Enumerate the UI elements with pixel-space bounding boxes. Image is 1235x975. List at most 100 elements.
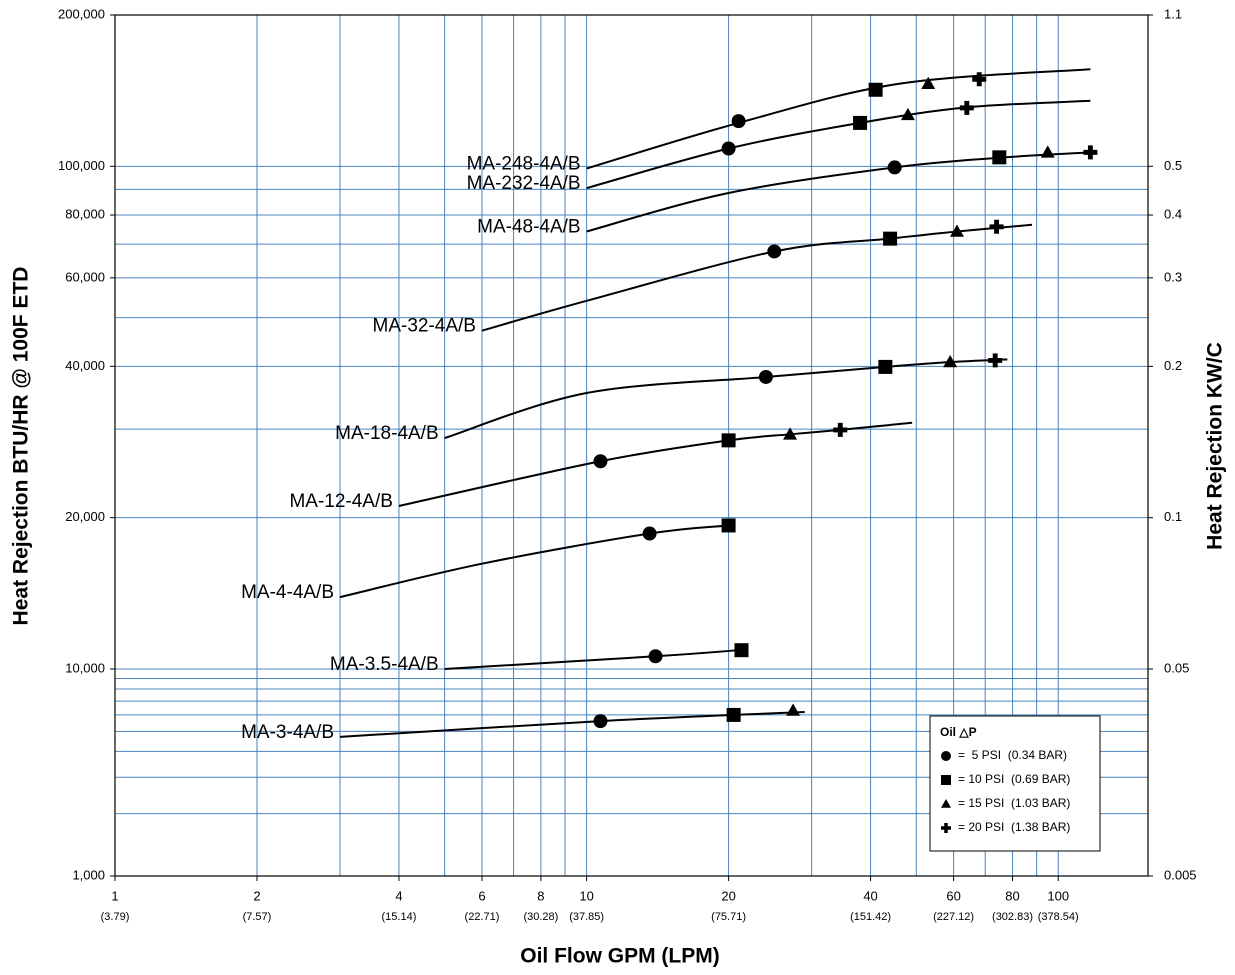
curve-label: MA-232-4A/B <box>467 173 581 194</box>
curve <box>586 151 1091 233</box>
marker-square <box>941 775 951 785</box>
marker-circle <box>593 454 608 469</box>
legend-label: = 10 PSI (0.69 BAR) <box>958 772 1070 786</box>
marker-triangle <box>1040 145 1055 158</box>
x-tick-lpm: (302.83) <box>992 911 1033 923</box>
y-tick-label: 10,000 <box>65 660 105 675</box>
curve-label: MA-4-4A/B <box>241 582 334 603</box>
y-tick-label: 200,000 <box>58 6 105 21</box>
marker-circle <box>887 160 902 175</box>
x-tick-lpm: (3.79) <box>101 911 130 923</box>
x-tick-label: 80 <box>1005 888 1019 903</box>
marker-plus <box>988 353 1003 368</box>
x-tick-lpm: (7.57) <box>243 911 272 923</box>
marker-plus <box>941 823 951 833</box>
y2-tick-label: 0.5 <box>1164 158 1182 173</box>
x-axis-title: Oil Flow GPM (LPM) <box>520 945 719 968</box>
x-tick-label: 20 <box>721 888 735 903</box>
marker-square <box>721 433 736 448</box>
marker-square <box>883 231 898 246</box>
marker-triangle <box>943 355 958 368</box>
marker-circle <box>767 244 782 259</box>
marker-circle <box>642 526 657 541</box>
y2-axis-title: Heat Rejection KW/C <box>1204 342 1227 550</box>
y2-tick-label: 0.05 <box>1164 660 1189 675</box>
x-tick-label: 4 <box>395 888 402 903</box>
x-tick-lpm: (37.85) <box>569 911 604 923</box>
marker-triangle <box>900 107 915 121</box>
y-tick-label: 40,000 <box>65 358 105 373</box>
x-tick-lpm: (151.42) <box>850 911 891 923</box>
x-tick-label: 1 <box>111 888 118 903</box>
y-tick-label: 100,000 <box>58 158 105 173</box>
curve <box>339 524 729 599</box>
marker-triangle <box>941 799 951 808</box>
curve <box>586 68 1091 170</box>
marker-plus <box>972 72 987 87</box>
curve-label: MA-3-4A/B <box>241 722 334 743</box>
y-tick-label: 80,000 <box>65 206 105 221</box>
x-tick-lpm: (75.71) <box>711 911 746 923</box>
curve-label: MA-18-4A/B <box>335 423 438 444</box>
marker-triangle <box>949 224 964 237</box>
y2-tick-label: 0.1 <box>1164 509 1182 524</box>
marker-circle <box>941 751 951 761</box>
legend-label: = 15 PSI (1.03 BAR) <box>958 796 1070 810</box>
x-tick-label: 100 <box>1047 888 1069 903</box>
marker-square <box>868 82 883 97</box>
legend-box <box>929 715 1101 852</box>
marker-square <box>992 150 1007 165</box>
curve-label: MA-12-4A/B <box>289 491 392 512</box>
marker-plus <box>959 100 974 115</box>
marker-circle <box>648 649 663 664</box>
marker-plus <box>833 422 848 437</box>
legend: Oil △P = 5 PSI (0.34 BAR) = 10 PSI (0.69 B… <box>929 715 1101 852</box>
legend-label: = 20 PSI (1.38 BAR) <box>958 820 1070 834</box>
curve <box>444 649 739 670</box>
legend-label: = 5 PSI (0.34 BAR) <box>958 748 1067 762</box>
marker-circle <box>721 141 736 156</box>
x-tick-label: 8 <box>537 888 544 903</box>
x-tick-label: 60 <box>946 888 960 903</box>
marker-plus <box>1083 145 1098 160</box>
x-tick-label: 10 <box>579 888 593 903</box>
x-tick-lpm: (15.14) <box>382 911 417 923</box>
marker-circle <box>758 369 773 384</box>
curve-label: MA-32-4A/B <box>373 316 476 337</box>
x-tick-label: 6 <box>478 888 485 903</box>
curve-label: MA-248-4A/B <box>467 154 581 175</box>
x-tick-label: 40 <box>863 888 877 903</box>
x-tick-lpm: (378.54) <box>1038 911 1079 923</box>
marker-square <box>726 707 741 722</box>
x-tick-label: 2 <box>253 888 260 903</box>
y-tick-label: 1,000 <box>72 867 105 882</box>
marker-triangle <box>786 703 801 716</box>
marker-square <box>734 643 749 658</box>
marker-triangle <box>783 427 798 440</box>
marker-circle <box>593 714 608 729</box>
x-tick-lpm: (227.12) <box>933 911 974 923</box>
y2-tick-label: 0.005 <box>1164 867 1197 882</box>
marker-square <box>721 518 736 533</box>
y-tick-label: 60,000 <box>65 269 105 284</box>
marker-plus <box>989 219 1004 234</box>
marker-circle <box>731 114 746 129</box>
marker-triangle <box>921 76 936 89</box>
y-tick-label: 20,000 <box>65 509 105 524</box>
curve <box>444 358 1008 440</box>
curve-label: MA-3.5-4A/B <box>330 654 439 675</box>
y2-tick-label: 0.2 <box>1164 358 1182 373</box>
y2-tick-label: 1.1 <box>1164 6 1182 21</box>
marker-square <box>853 115 868 130</box>
legend-title: Oil △P <box>940 725 977 739</box>
curve <box>398 421 913 507</box>
marker-square <box>878 359 893 374</box>
y2-tick-label: 0.4 <box>1164 206 1182 221</box>
x-tick-lpm: (22.71) <box>465 911 500 923</box>
plot-frame <box>114 14 1149 877</box>
y-axis-title: Heat Rejection BTU/HR @ 100F ETD <box>10 267 33 626</box>
curve <box>339 710 805 738</box>
x-tick-lpm: (30.28) <box>523 911 558 923</box>
y2-tick-label: 0.3 <box>1164 269 1182 284</box>
